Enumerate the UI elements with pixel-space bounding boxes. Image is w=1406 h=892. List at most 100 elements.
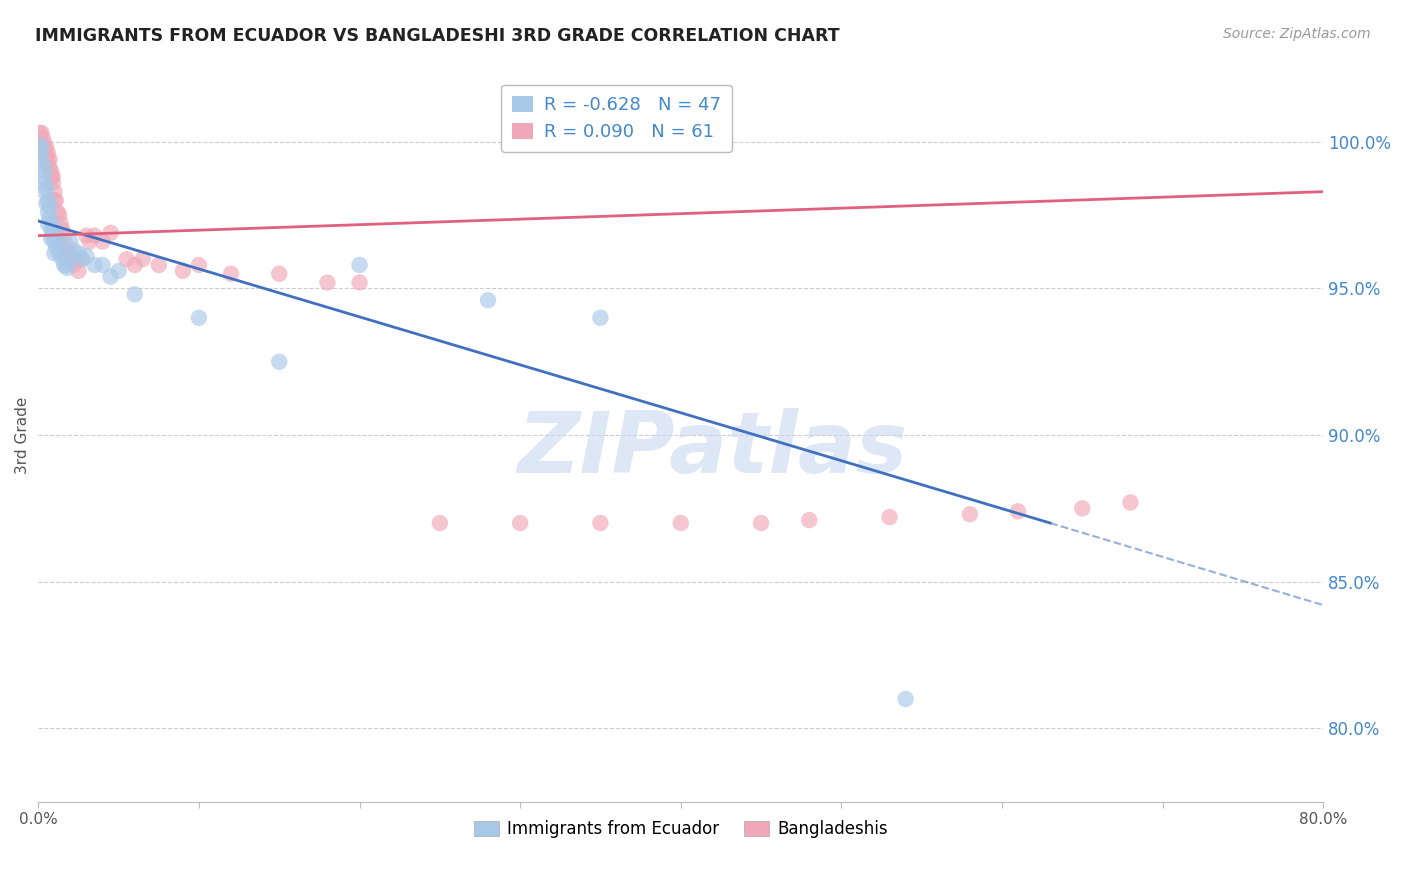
Point bbox=[91, 235, 114, 249]
Point bbox=[70, 252, 93, 266]
Legend: Immigrants from Ecuador, Bangladeshis: Immigrants from Ecuador, Bangladeshis bbox=[467, 814, 894, 845]
Point bbox=[42, 176, 65, 190]
Point bbox=[349, 258, 371, 272]
Point bbox=[879, 510, 901, 524]
Point bbox=[67, 264, 90, 278]
Point bbox=[49, 217, 72, 231]
Point bbox=[35, 141, 58, 155]
Point bbox=[55, 237, 77, 252]
Point bbox=[48, 246, 70, 260]
Point bbox=[53, 228, 76, 243]
Point bbox=[799, 513, 821, 527]
Point bbox=[44, 185, 66, 199]
Text: ZIPatlas: ZIPatlas bbox=[517, 409, 908, 491]
Point bbox=[132, 252, 155, 266]
Point bbox=[32, 132, 55, 146]
Point bbox=[34, 146, 56, 161]
Point bbox=[31, 126, 53, 140]
Point bbox=[91, 258, 114, 272]
Point bbox=[749, 516, 772, 530]
Point bbox=[76, 228, 98, 243]
Point bbox=[589, 310, 612, 325]
Point bbox=[429, 516, 451, 530]
Point bbox=[83, 228, 105, 243]
Point bbox=[45, 240, 67, 254]
Point bbox=[44, 194, 66, 208]
Point bbox=[148, 258, 170, 272]
Point bbox=[32, 141, 55, 155]
Point bbox=[269, 355, 291, 369]
Point bbox=[39, 231, 62, 245]
Point bbox=[37, 146, 59, 161]
Point bbox=[31, 137, 53, 152]
Point bbox=[51, 252, 73, 266]
Point bbox=[35, 196, 58, 211]
Point bbox=[34, 137, 56, 152]
Point bbox=[44, 246, 66, 260]
Point bbox=[65, 252, 87, 266]
Point bbox=[42, 228, 65, 243]
Point bbox=[316, 276, 339, 290]
Point bbox=[100, 269, 122, 284]
Point bbox=[100, 226, 122, 240]
Point bbox=[55, 258, 77, 272]
Text: Source: ZipAtlas.com: Source: ZipAtlas.com bbox=[1223, 27, 1371, 41]
Text: IMMIGRANTS FROM ECUADOR VS BANGLADESHI 3RD GRADE CORRELATION CHART: IMMIGRANTS FROM ECUADOR VS BANGLADESHI 3… bbox=[35, 27, 839, 45]
Point bbox=[56, 244, 79, 258]
Point bbox=[38, 211, 60, 225]
Point bbox=[187, 258, 209, 272]
Point bbox=[28, 126, 51, 140]
Point bbox=[37, 155, 59, 169]
Point bbox=[38, 199, 60, 213]
Point bbox=[37, 205, 59, 219]
Point bbox=[62, 258, 84, 272]
Point bbox=[32, 158, 55, 172]
Point bbox=[31, 141, 53, 155]
Point bbox=[49, 237, 72, 252]
Point bbox=[669, 516, 692, 530]
Point bbox=[107, 264, 129, 278]
Point bbox=[37, 217, 59, 231]
Point bbox=[38, 161, 60, 176]
Point bbox=[46, 228, 69, 243]
Point bbox=[76, 249, 98, 263]
Point bbox=[58, 252, 80, 266]
Point bbox=[894, 692, 917, 706]
Point bbox=[28, 146, 51, 161]
Point bbox=[60, 252, 83, 266]
Point bbox=[35, 149, 58, 163]
Point bbox=[46, 205, 69, 219]
Point bbox=[51, 223, 73, 237]
Point bbox=[34, 164, 56, 178]
Y-axis label: 3rd Grade: 3rd Grade bbox=[15, 396, 30, 474]
Point bbox=[187, 310, 209, 325]
Point bbox=[219, 267, 242, 281]
Point bbox=[589, 516, 612, 530]
Point bbox=[959, 507, 981, 521]
Point bbox=[83, 258, 105, 272]
Point bbox=[1071, 501, 1094, 516]
Point bbox=[115, 252, 138, 266]
Point bbox=[28, 137, 51, 152]
Point bbox=[269, 267, 291, 281]
Point bbox=[509, 516, 531, 530]
Point bbox=[42, 217, 65, 231]
Point bbox=[59, 235, 82, 249]
Point bbox=[70, 252, 93, 266]
Point bbox=[58, 246, 80, 260]
Point bbox=[31, 153, 53, 167]
Point bbox=[45, 194, 67, 208]
Point bbox=[39, 223, 62, 237]
Point bbox=[1119, 495, 1142, 509]
Point bbox=[53, 258, 76, 272]
Point bbox=[59, 249, 82, 263]
Point bbox=[1007, 504, 1029, 518]
Point bbox=[56, 260, 79, 275]
Point bbox=[38, 153, 60, 167]
Point bbox=[44, 235, 66, 249]
Point bbox=[124, 258, 146, 272]
Point bbox=[35, 182, 58, 196]
Point bbox=[28, 135, 51, 149]
Point bbox=[79, 235, 101, 249]
Point bbox=[42, 169, 65, 184]
